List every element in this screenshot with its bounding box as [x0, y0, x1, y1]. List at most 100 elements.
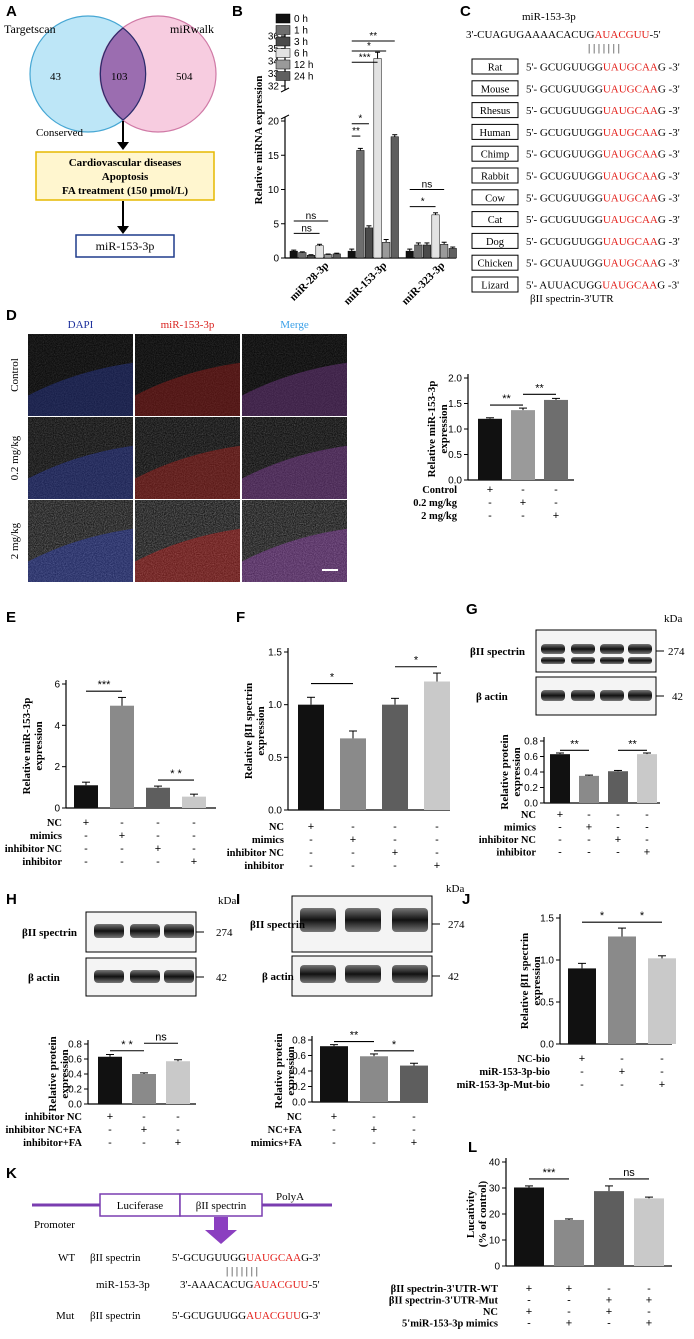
criteria-line-2: Apoptosis [102, 171, 149, 183]
i-ytick-label-1: 0.2 [292, 1082, 306, 1093]
species-rabbit-box [471, 167, 519, 184]
i-actin-label: β actin [262, 971, 294, 983]
b-legend-label-2: 3 h [294, 37, 308, 48]
criteria-line-3: FA treatment (150 µmol/L) [62, 185, 188, 197]
wt-seq: 5'-GCUGUUGGUAUGCAAG-3' [172, 1252, 320, 1264]
mut-seq: 5'-GCUGUUGGAUACGUUG-3' [172, 1310, 320, 1322]
result-label: miR-153-3p [96, 239, 155, 253]
k-mir-seq-seed: AUACGUU [253, 1279, 308, 1291]
i-cond-mark-1-0: - [332, 1124, 336, 1136]
j-ytick-label-1: 0.5 [540, 998, 554, 1009]
i-actin-mw: 42 [448, 971, 459, 983]
species-dog-seq: 5'- GCUGUUGGUAUGCAAG -3' [526, 236, 680, 248]
alignment-title: miR-153-3p [522, 11, 576, 23]
species-cat-box [471, 211, 519, 228]
g-spectrin-mw: 274 [668, 646, 685, 658]
g-cond-mark-2-2: + [615, 834, 621, 846]
f-ytick-label-3: 1.5 [268, 648, 282, 659]
l-cond-mark-1-3: + [646, 1295, 652, 1307]
l-ytick-label-0: 0 [494, 1262, 500, 1273]
i-bar-0 [320, 1046, 348, 1102]
chart-d: 0.0 0.5 1.0 1.5 2.0 Relative miR-153-3p expres… [413, 374, 574, 522]
g-cond-mark-3-1: - [587, 847, 591, 859]
mut-seq-suffix: G-3' [301, 1310, 320, 1322]
f-cond-mark-1-2: - [393, 834, 397, 846]
j-cond-label-1: miR-153-3p-bio [479, 1067, 550, 1078]
i-sig-0: ** [350, 1030, 359, 1042]
micro-col-1: miR-153-3p [161, 319, 215, 331]
j-ytick-label-3: 1.5 [540, 914, 554, 925]
species-cow-seq: 5'- GCUGUUGGUAUGCAAG -3' [526, 192, 680, 204]
panel-letter-g: G [466, 601, 478, 618]
species-rhesus-seq-suffix: G -3' [658, 105, 680, 117]
b-legend-label-4: 12 h [294, 60, 313, 71]
species-cat-label: Cat [488, 215, 503, 226]
j-ylabel-0: Relative βII spectrin [519, 933, 531, 1029]
chart-i: 0.0 0.2 0.4 0.6 0.8 Relative protein expressio… [251, 1030, 428, 1149]
panel-letter-a: A [6, 3, 17, 20]
species-lizard-seq: 5'- AUUACUGGUAUGCAAG -3' [526, 280, 679, 292]
g-cond-mark-3-2: - [616, 847, 620, 859]
l-cond-label-2: NC [483, 1307, 498, 1318]
micro-tissue-0-0 [28, 362, 133, 416]
h-kda: kDa [218, 895, 236, 907]
d-ytick-label-2: 1.0 [448, 425, 462, 436]
result-box [75, 234, 175, 258]
b-legend-swatch-0 [275, 13, 291, 24]
f-cond-mark-0-0: + [308, 821, 314, 833]
micro-signal-0-0 [28, 334, 133, 416]
species-chimp-seq: 5'- GCUGUUGGUAUGCAAG -3' [526, 149, 680, 161]
micro-signal-2-0 [28, 500, 133, 582]
i-cond-mark-1-1: + [371, 1124, 377, 1136]
k-mir-seq-suffix: -5' [308, 1279, 319, 1291]
h-spectrin-band-1 [130, 924, 160, 938]
e-cond-mark-0-3: - [192, 817, 196, 829]
f-sig-1: * [414, 655, 419, 667]
g-spectrin-band2-3 [628, 657, 652, 664]
b-bar-2-0 [405, 250, 414, 259]
species-cat-seq-prefix: 5'- GCUGUUGG [526, 214, 603, 226]
f-ylabel-1: expression [255, 706, 267, 755]
promoter-label: Promoter [34, 1219, 75, 1231]
species-rat-seq-suffix: G -3' [658, 62, 680, 74]
species-cow-seq-seed: UAUGCAA [603, 192, 658, 204]
h-ylabel-1: expression [59, 1049, 71, 1098]
wt-seq-prefix: 5'-GCUGUUGG [172, 1252, 246, 1264]
k-mir-label: miR-153-3p [96, 1279, 150, 1291]
j-ytick-label-0: 0.0 [540, 1040, 554, 1051]
l-cond-mark-3-1: + [566, 1318, 572, 1330]
e-cond-mark-0-2: - [156, 817, 160, 829]
j-cond-mark-0-0: + [579, 1053, 585, 1065]
h-cond-label-0: inhibitor NC [25, 1112, 82, 1123]
f-ytick-label-2: 1.0 [268, 700, 282, 711]
b-ytick-label-0: 0 [273, 254, 279, 265]
g-cond-label-0: NC [521, 810, 536, 821]
micro-tissue-2-2 [242, 528, 347, 582]
g-spectrin-band2-2 [600, 657, 624, 664]
i-actin-band-1 [345, 965, 381, 983]
g-cond-mark-0-2: - [616, 809, 620, 821]
e-cond-mark-3-3: + [191, 856, 197, 868]
b-sig-0: ns [301, 223, 312, 234]
f-cond-mark-3-0: - [309, 860, 313, 872]
l-cond-mark-0-3: - [647, 1283, 651, 1295]
h-sig-1: ns [155, 1031, 167, 1043]
b-legend-label-3: 6 h [294, 49, 308, 60]
j-cond-label-2: miR-153-3p-Mut-bio [457, 1080, 550, 1091]
f-cond-mark-3-1: - [351, 860, 355, 872]
h-cond-mark-0-1: - [142, 1111, 146, 1123]
h-cond-mark-1-1: + [141, 1124, 147, 1136]
species-dog-box [471, 232, 519, 249]
j-cond-mark-2-2: + [659, 1079, 665, 1091]
i-spectrin-mw: 274 [448, 919, 465, 931]
wt-seq-seed: UAUGCAA [246, 1252, 301, 1264]
e-bar-3 [182, 796, 206, 808]
species-dog-seq-seed: UAUGCAA [603, 236, 658, 248]
b-sig-1: ns [306, 211, 317, 222]
g-bar-1 [579, 775, 599, 803]
g-cond-mark-0-3: - [645, 809, 649, 821]
i-ytick-label-4: 0.8 [292, 1036, 306, 1047]
b-bar-1-0 [347, 250, 356, 259]
l-sig-0: *** [543, 1167, 557, 1179]
